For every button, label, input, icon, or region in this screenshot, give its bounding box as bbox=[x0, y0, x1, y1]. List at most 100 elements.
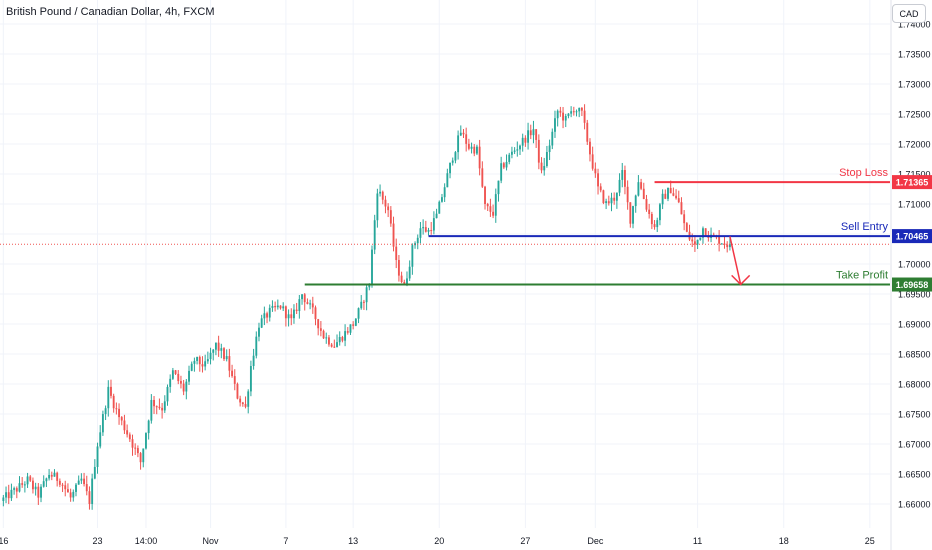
candle-body bbox=[613, 197, 616, 201]
candle-body bbox=[594, 168, 597, 174]
candle-body bbox=[489, 206, 492, 212]
candle-body bbox=[293, 309, 295, 319]
sell-entry-tag bbox=[892, 229, 932, 244]
candle-body bbox=[397, 259, 400, 276]
candle-body bbox=[519, 145, 521, 150]
trade-levels: Stop Loss Sell Entry Take Profit bbox=[304, 167, 890, 286]
candle-body bbox=[37, 486, 40, 498]
x-tick-label: 11 bbox=[693, 536, 702, 546]
sell-entry-label: Sell Entry bbox=[841, 221, 889, 233]
candle-body bbox=[123, 420, 126, 431]
candle-body bbox=[317, 319, 320, 329]
candle-body bbox=[624, 170, 626, 187]
candle-body bbox=[554, 118, 556, 132]
candle-body bbox=[45, 478, 48, 482]
price-axis-tags: 1.71365 1.70465 1.69658 bbox=[892, 175, 932, 292]
candle-body bbox=[637, 182, 640, 196]
sell-entry-tag-text: 1.70465 bbox=[896, 232, 929, 242]
currency-button[interactable]: CAD bbox=[892, 4, 926, 23]
candle-body bbox=[99, 432, 102, 447]
candle-body bbox=[104, 408, 107, 415]
candle-body bbox=[204, 361, 207, 367]
candle-body bbox=[589, 141, 591, 155]
candle-body bbox=[217, 342, 220, 351]
candle-body bbox=[677, 198, 680, 203]
candle-body bbox=[201, 364, 204, 367]
candle-body bbox=[360, 301, 363, 309]
candle-body bbox=[58, 480, 61, 485]
candle-body bbox=[66, 489, 69, 493]
take-profit-label: Take Profit bbox=[836, 270, 888, 282]
candle-body bbox=[295, 309, 298, 312]
candle-body bbox=[279, 305, 282, 309]
candles-group bbox=[2, 104, 731, 510]
candle-body bbox=[266, 313, 268, 318]
candle-body bbox=[672, 193, 675, 196]
candle-body bbox=[333, 346, 336, 348]
candle-body bbox=[551, 131, 554, 146]
y-tick-label: 1.66000 bbox=[898, 500, 931, 510]
candle-body bbox=[572, 111, 575, 113]
candle-body bbox=[516, 149, 519, 151]
candle-body bbox=[376, 193, 379, 221]
candle-body bbox=[618, 179, 621, 193]
candle-body bbox=[543, 166, 546, 171]
candle-body bbox=[236, 383, 239, 399]
candle-body bbox=[570, 111, 573, 114]
y-tick-label: 1.70000 bbox=[898, 260, 931, 270]
candle-body bbox=[524, 137, 527, 143]
candle-body bbox=[228, 356, 231, 371]
time-axis[interactable]: 16 23 14:00 Nov 7 13 20 27 Dec 11 18 25 bbox=[0, 536, 875, 546]
candle-body bbox=[653, 224, 656, 228]
candle-body bbox=[492, 211, 495, 216]
candle-body bbox=[640, 182, 643, 189]
candle-body bbox=[298, 299, 301, 312]
candle-body bbox=[274, 305, 277, 308]
y-tick-label: 1.73500 bbox=[898, 50, 931, 60]
candle-body bbox=[349, 324, 352, 333]
arrowhead-icon bbox=[731, 274, 751, 286]
candle-body bbox=[139, 453, 142, 463]
take-profit-tag bbox=[892, 277, 932, 292]
candle-body bbox=[21, 483, 24, 485]
candle-body bbox=[395, 246, 398, 260]
candle-body bbox=[247, 391, 250, 407]
candle-body bbox=[500, 163, 503, 181]
candle-body bbox=[510, 151, 513, 155]
projection-line bbox=[729, 236, 742, 285]
candle-body bbox=[685, 223, 688, 232]
candle-body bbox=[529, 130, 532, 136]
candle-body bbox=[392, 223, 395, 247]
candle-body bbox=[120, 417, 123, 421]
candle-body bbox=[602, 190, 605, 203]
candle-body bbox=[209, 352, 212, 360]
candle-body bbox=[341, 337, 344, 341]
candle-body bbox=[408, 266, 411, 279]
candle-body bbox=[387, 206, 390, 211]
y-tick-label: 1.68500 bbox=[898, 350, 931, 360]
candle-body bbox=[535, 129, 538, 140]
candle-body bbox=[443, 187, 446, 198]
candle-body bbox=[309, 303, 312, 305]
candle-body bbox=[32, 480, 34, 490]
candle-body bbox=[699, 237, 702, 240]
candle-body bbox=[88, 491, 91, 504]
candle-body bbox=[580, 107, 583, 111]
candle-body bbox=[379, 191, 382, 194]
candle-body bbox=[373, 220, 376, 250]
candle-body bbox=[696, 239, 699, 245]
candle-body bbox=[85, 484, 88, 492]
price-axis[interactable]: 1.74000 1.73500 1.73000 1.72500 1.72000 1.715… bbox=[898, 20, 931, 510]
y-tick-label: 1.67000 bbox=[898, 440, 931, 450]
candle-body bbox=[128, 434, 131, 440]
candle-body bbox=[459, 132, 462, 136]
candle-body bbox=[702, 228, 704, 238]
candle-body bbox=[567, 113, 570, 117]
y-tick-label: 1.71000 bbox=[898, 200, 931, 210]
candle-body bbox=[629, 202, 632, 224]
candle-body bbox=[56, 472, 59, 481]
candle-body bbox=[465, 134, 468, 144]
candle-body bbox=[252, 355, 255, 367]
candle-body bbox=[258, 327, 260, 337]
